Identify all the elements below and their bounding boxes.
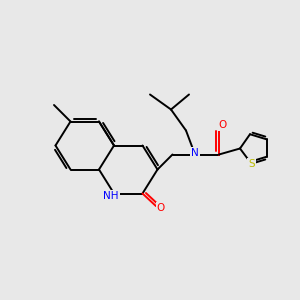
Text: N: N — [191, 148, 199, 158]
Text: O: O — [156, 202, 165, 213]
Text: O: O — [218, 120, 227, 130]
Text: S: S — [248, 159, 255, 169]
Text: NH: NH — [103, 191, 119, 201]
